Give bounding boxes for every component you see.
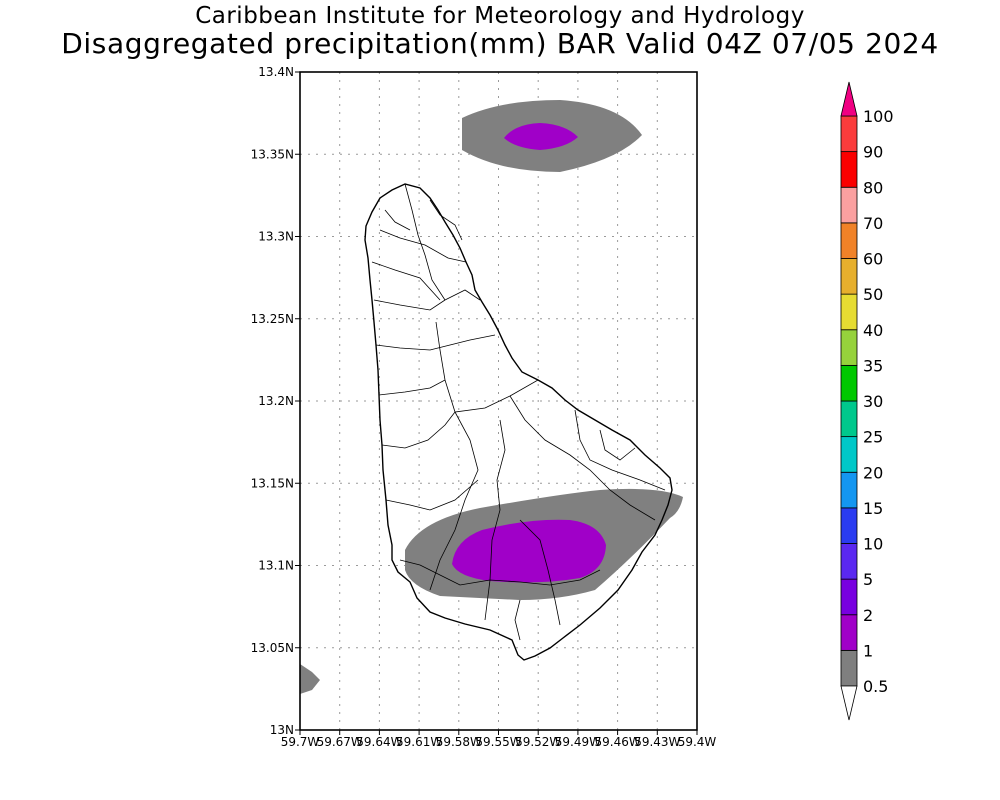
lat-tick-label: 13.15N [251, 476, 294, 490]
colorbar-segment [840, 578, 858, 616]
island-coastline [364, 183, 673, 661]
boundary-line [375, 334, 496, 351]
lat-tick-label: 13.1N [258, 559, 294, 573]
boundary-line [514, 599, 521, 641]
colorbar-segment [840, 364, 858, 402]
colorbar-label: 20 [863, 463, 883, 482]
colorbar-label: 10 [863, 535, 883, 554]
lat-tick-label: 13N [270, 723, 294, 737]
lon-tick-label: 59.52W [515, 735, 561, 749]
latitude-axis: 13N 13.05N 13.1N 13.15N 13.2N 13.25N 13.3N 13.3… [251, 65, 300, 737]
colorbar-label: 40 [863, 321, 883, 340]
internal-boundaries [371, 183, 666, 641]
boundary-line [429, 411, 479, 591]
colorbar-label: 30 [863, 392, 883, 411]
boundary-line [435, 321, 539, 413]
colorbar-label: 50 [863, 285, 883, 304]
colorbar-segment [840, 151, 858, 188]
lat-tick-label: 13.3N [258, 230, 294, 244]
precip-area-north-purple [504, 123, 578, 150]
precip-area-southwest-gray [300, 664, 320, 694]
boundary-line [371, 261, 441, 301]
colorbar-top-arrow [840, 81, 858, 117]
boundary-line [599, 429, 636, 461]
colorbar-segment [840, 186, 858, 224]
lon-tick-label: 59.46W [594, 735, 640, 749]
boundary-line [384, 209, 411, 231]
lon-tick-label: 59.61W [396, 735, 442, 749]
colorbar-segment [840, 543, 858, 580]
boundary-line [378, 379, 446, 396]
colorbar-segment [840, 329, 858, 366]
colorbar-label: 35 [863, 356, 883, 375]
boundary-line [509, 395, 656, 521]
colorbar-segment [840, 649, 858, 687]
colorbar-segment [840, 115, 858, 153]
colorbar-label: 25 [863, 428, 883, 447]
colorbar-label: 2 [863, 606, 873, 625]
title-line-2: Disaggregated precipitation(mm) BAR Vali… [61, 27, 939, 60]
colorbar-segment [840, 258, 858, 295]
lon-tick-label: 59.58W [436, 735, 482, 749]
lon-tick-label: 59.55W [475, 735, 521, 749]
colorbar-label: 60 [863, 250, 883, 269]
boundary-line [379, 229, 467, 263]
colorbar-label: 1 [863, 641, 873, 660]
boundary-line [519, 519, 561, 626]
lat-tick-label: 13.05N [251, 641, 294, 655]
colorbar-label: 70 [863, 214, 883, 233]
colorbar-label: 100 [863, 107, 894, 126]
lat-tick-label: 13.25N [251, 312, 294, 326]
colorbar-segment [840, 400, 858, 438]
lon-tick-label: 59.49W [555, 735, 601, 749]
colorbar-label: 15 [863, 499, 883, 518]
longitude-axis: 59.7W59.67W59.64W59.61W59.58W59.55W59.52… [281, 730, 717, 749]
colorbar-segment [840, 507, 858, 544]
colorbar-bottom-arrow [840, 685, 858, 721]
colorbar-segment [840, 436, 858, 473]
lon-tick-label: 59.43W [634, 735, 680, 749]
lon-tick-label: 59.4W [678, 735, 717, 749]
colorbar-label: 5 [863, 570, 873, 589]
boundary-line [373, 289, 481, 311]
boundary-line [385, 479, 479, 511]
colorbar-label: 80 [863, 178, 883, 197]
colorbar-label: 90 [863, 143, 883, 162]
colorbar-label: 0.5 [863, 677, 888, 696]
grid-lines [300, 72, 697, 730]
lat-tick-label: 13.2N [258, 394, 294, 408]
lon-tick-label: 59.7W [281, 735, 320, 749]
title-line-1: Caribbean Institute for Meteorology and … [195, 3, 805, 29]
boundary-line [574, 409, 666, 491]
lon-tick-label: 59.64W [356, 735, 402, 749]
colorbar-segment [840, 222, 858, 259]
colorbar-segment [840, 614, 858, 651]
boundary-line [381, 411, 456, 449]
colorbar-segment [840, 293, 858, 331]
lat-tick-label: 13.35N [251, 147, 294, 161]
boundary-line [429, 199, 463, 241]
precip-shading [300, 100, 683, 694]
colorbar-segment [840, 471, 858, 509]
boundary-line [404, 183, 446, 301]
boundary-line [399, 559, 601, 586]
lon-tick-label: 59.67W [317, 735, 363, 749]
lat-tick-label: 13.4N [258, 65, 294, 79]
